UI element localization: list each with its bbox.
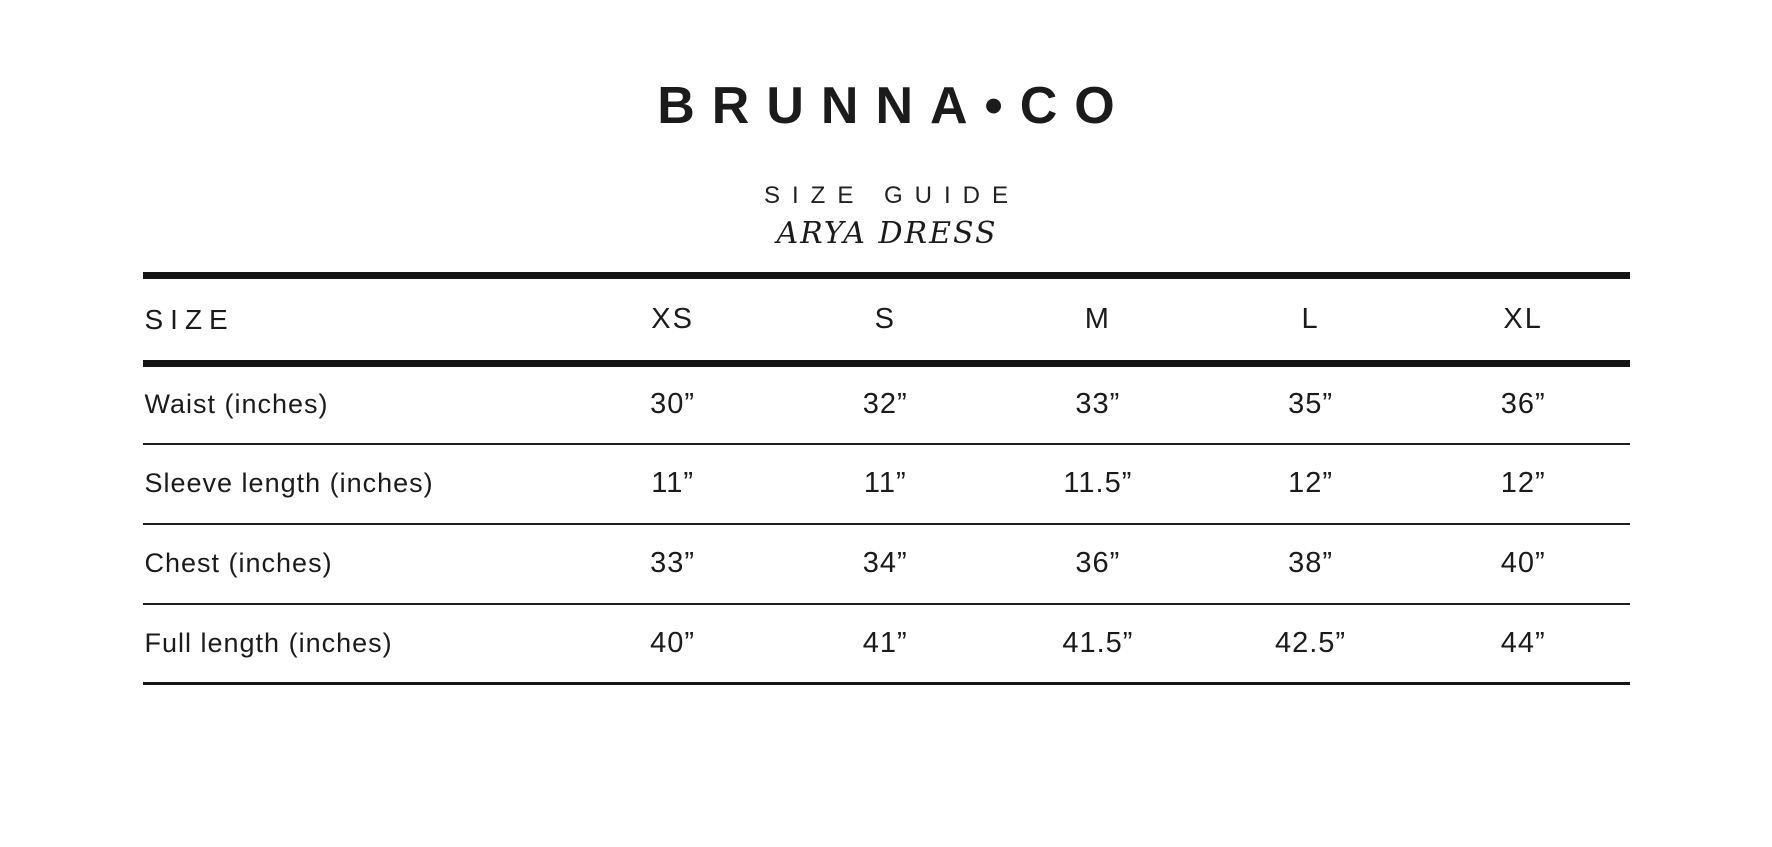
column-header-xs: XS (651, 303, 694, 335)
value-cell-full-length-l: 42.5” (1274, 626, 1347, 659)
value-cell-full-length-m: 41.5” (1062, 626, 1134, 659)
value-cell-chest-l: 38” (1288, 547, 1333, 579)
value-cell-sleeve-m: 11.5” (1063, 467, 1133, 499)
table-header-row: SIZE XS S M L XL (142, 275, 1630, 364)
size-guide-title: SIZE GUIDE (763, 182, 1021, 209)
row-label-waist: Waist (inches) (144, 389, 329, 420)
value-cell-sleeve-xs: 11” (651, 467, 694, 499)
value-cell-waist-s: 32” (862, 388, 908, 421)
row-label-chest: Chest (inches) (144, 548, 333, 578)
column-header-m: M (1084, 303, 1111, 335)
value-cell-full-length-s: 41” (862, 626, 908, 659)
value-cell-full-length-xs: 40” (650, 626, 696, 659)
row-label-sleeve: Sleeve length (inches) (144, 468, 434, 498)
product-name: ARYA DRESS (776, 216, 998, 251)
size-corner-label: SIZE (144, 303, 235, 335)
value-cell-sleeve-l: 12” (1288, 467, 1333, 499)
table-row-full-length: Full length (inches) 40” 41” 41.5” 42.5”… (142, 604, 1630, 684)
value-cell-sleeve-s: 11” (863, 467, 907, 499)
row-label-full-length: Full length (inches) (144, 627, 393, 658)
value-cell-sleeve-xl: 12” (1500, 467, 1546, 499)
value-cell-waist-l: 35” (1288, 388, 1333, 421)
size-table: SIZE XS S M L XL Waist (inches) 30” 32” … (142, 272, 1630, 685)
value-cell-waist-xl: 36” (1500, 388, 1546, 421)
column-header-xl: XL (1503, 303, 1543, 335)
column-header-l: L (1301, 303, 1320, 335)
table-row-waist: Waist (inches) 30” 32” 33” 35” 36” (142, 364, 1630, 444)
value-cell-chest-xs: 33” (650, 547, 696, 579)
column-header-s: S (874, 303, 896, 335)
value-cell-chest-s: 34” (862, 547, 908, 579)
table-row-chest: Chest (inches) 33” 34” 36” 38” 40” (142, 524, 1630, 604)
value-cell-chest-xl: 40” (1500, 547, 1546, 579)
value-cell-full-length-xl: 44” (1500, 626, 1546, 659)
table-row-sleeve: Sleeve length (inches) 11” 11” 11.5” 12”… (142, 444, 1630, 524)
brand-logo: BRUNNA•CO (657, 77, 1132, 135)
value-cell-chest-m: 36” (1075, 547, 1121, 579)
value-cell-waist-xs: 30” (650, 388, 696, 421)
value-cell-waist-m: 33” (1075, 388, 1121, 421)
